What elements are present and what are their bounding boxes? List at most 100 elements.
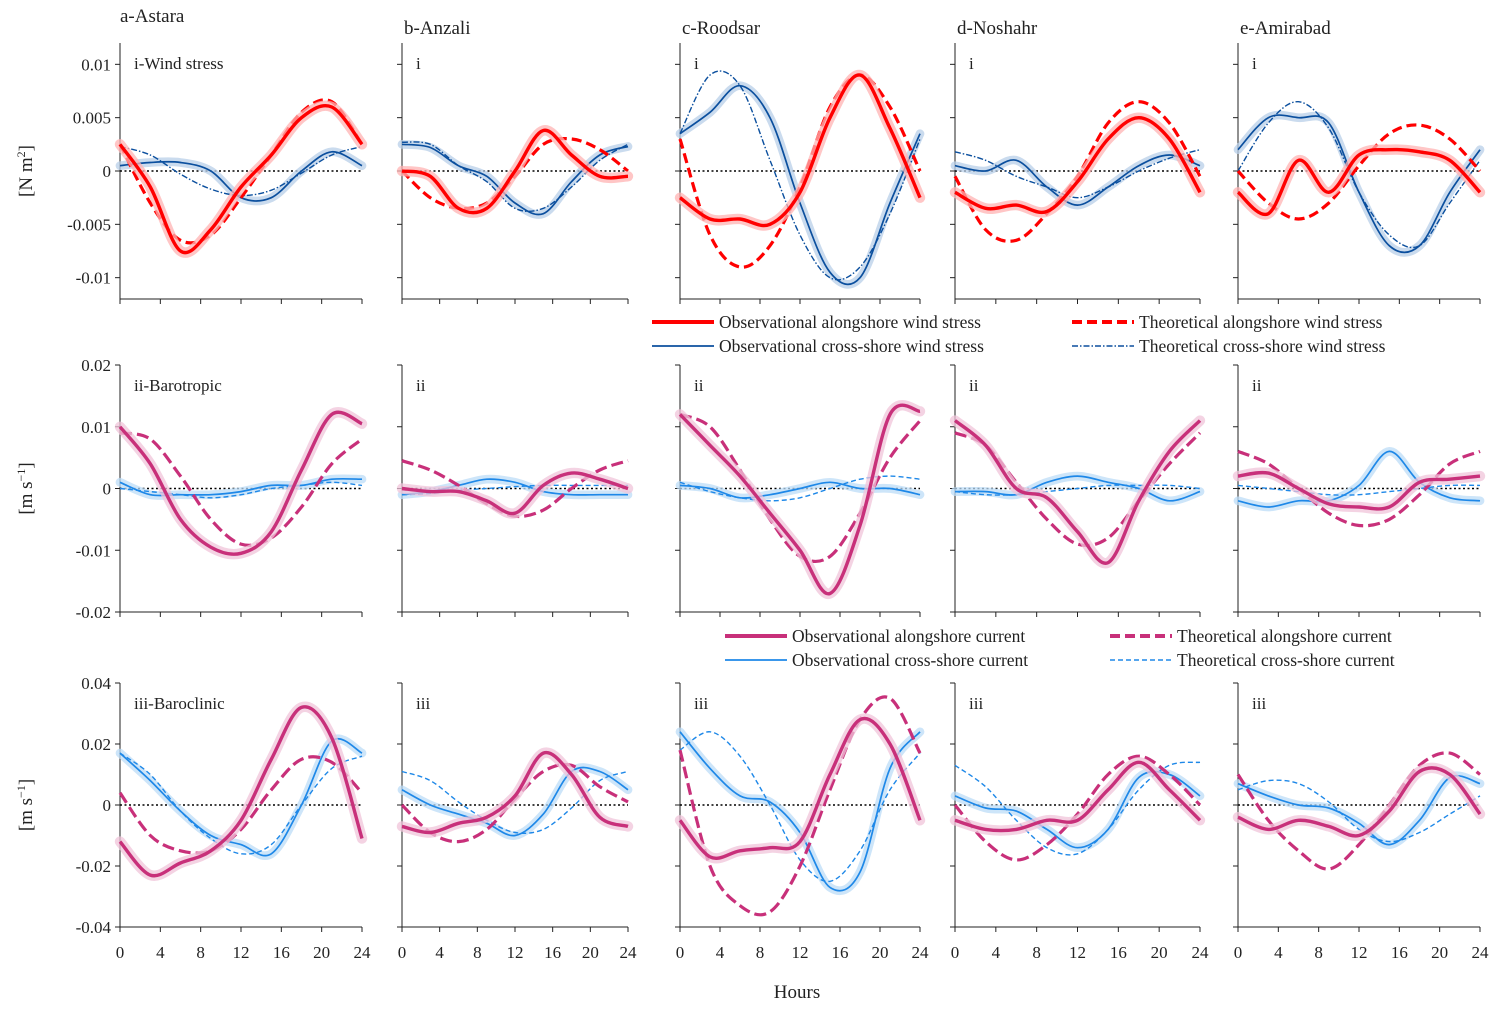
x-tick-label: 4 [435, 943, 444, 962]
panel-a-astara-wind-stress: 0.01 0.005 0 -0.005 -0.01 i-Wind stress [67, 43, 368, 304]
series-line-theo-cross [954, 484, 1201, 496]
station-title-d-noshahr: d-Noshahr [957, 18, 1038, 39]
legend-label-theo-cross: Theoretical cross-shore current [1177, 650, 1395, 670]
panel-d-noshahr-baroclinic: 0 4 8 12 16 20 24 iii [949, 682, 1209, 962]
x-tick-label: 20 [582, 943, 599, 962]
panel-label: i [694, 54, 699, 73]
y-tick-label: 0.005 [73, 109, 111, 128]
legend-label-obs-along: Observational alongshore current [792, 626, 1025, 646]
x-tick-label: 12 [233, 943, 250, 962]
station-title-e-amirabad: e-Amirabad [1240, 18, 1331, 39]
x-axis-title: Hours [774, 982, 820, 1003]
series-line-theo-along [678, 73, 922, 269]
series-line-obs-cross [1237, 774, 1481, 846]
panel-d-noshahr-wind-stress: i [949, 43, 1206, 304]
x-tick-label: 20 [872, 943, 889, 962]
series-line-theo-cross [954, 761, 1201, 856]
series-line-theo-cross [679, 475, 921, 502]
series-line-obs-along [401, 128, 629, 215]
x-tick-label: 12 [1351, 943, 1368, 962]
x-tick-label: 8 [196, 943, 205, 962]
series-line-obs-cross [1237, 450, 1481, 508]
y-axis-title-superscript: −1 [14, 785, 28, 798]
y-tick-label: 0 [103, 796, 112, 815]
x-tick-label: 12 [792, 943, 809, 962]
series-band-obs-along [114, 100, 368, 258]
series-line-obs-along [1236, 147, 1482, 217]
panel-c-roodsar-baroclinic: 0 4 8 12 16 20 24 iii [674, 682, 930, 962]
y-axis-title-barotropic: [m s−1] [14, 462, 37, 514]
x-tick-label: 24 [354, 943, 372, 962]
series-line-theo-along [678, 695, 922, 917]
x-tick-label: 4 [1274, 943, 1283, 962]
legend-wind-stress: Observational alongshore wind stress Theo… [652, 312, 1386, 356]
x-tick-label: 24 [620, 943, 638, 962]
series-line-theo-cross [1237, 100, 1481, 249]
legend-label-obs-along: Observational alongshore wind stress [719, 312, 981, 332]
series-line-obs-along [678, 73, 922, 228]
series-line-theo-cross [1237, 484, 1481, 496]
x-tick-label: 20 [1431, 943, 1448, 962]
y-axis-title-wind-stress: [N m2] [14, 145, 37, 197]
series-line-theo-cross [1237, 779, 1481, 843]
x-tick-label: 24 [912, 943, 930, 962]
x-tick-label: 12 [507, 943, 524, 962]
y-tick-label: -0.04 [76, 918, 112, 937]
y-axis-title-main: [N m [16, 157, 37, 197]
panel-label: ii [416, 376, 426, 395]
y-tick-label: 0.02 [81, 735, 111, 754]
x-tick-label: 4 [992, 943, 1001, 962]
x-tick-label: 16 [1110, 943, 1127, 962]
y-axis-title-end: ] [16, 779, 37, 785]
y-axis-title-superscript: 2 [14, 151, 28, 157]
y-axis-title-end: ] [16, 145, 37, 151]
series-line-obs-cross [954, 475, 1201, 502]
series-line-obs-along [1237, 470, 1481, 511]
series-line-obs-cross [401, 766, 629, 837]
panel-a-astara-baroclinic: 0.040.020-0.02-0.040 4 8 12 16 20 24iii-Barocl… [76, 674, 371, 962]
x-tick-label: 16 [273, 943, 290, 962]
legend-label-obs-cross: Observational cross-shore current [792, 650, 1028, 670]
series-line-theo-along [953, 754, 1202, 862]
panel-a-astara-barotropic: 0.02 0.01 0 -0.01 -0.02 ii-Barotropic [76, 356, 368, 622]
series-line-obs-cross [679, 84, 921, 286]
x-tick-label: 24 [1472, 943, 1490, 962]
station-title-b-anzali: b-Anzali [404, 18, 470, 39]
series-line-obs-cross [954, 154, 1201, 206]
x-tick-label: 0 [398, 943, 407, 962]
y-axis-title-end: ] [16, 462, 37, 468]
legend-label-theo-along: Theoretical alongshore current [1177, 626, 1392, 646]
x-tick-label: 4 [156, 943, 165, 962]
series-line-obs-cross [119, 477, 363, 497]
series-line-obs-cross [401, 143, 629, 216]
series-line-theo-cross [401, 770, 629, 834]
x-tick-label: 0 [116, 943, 125, 962]
panel-label: ii [1252, 376, 1262, 395]
series-line-obs-along [401, 471, 629, 516]
series-line-obs-along [954, 760, 1202, 833]
series-line-obs-along [118, 103, 364, 255]
y-tick-label: 0 [103, 480, 112, 499]
series-line-theo-cross [679, 70, 921, 281]
legend-barotropic: Observational alongshore current Theoreti… [725, 626, 1395, 670]
panel-label: ii [694, 376, 704, 395]
series-line-theo-along [954, 431, 1202, 548]
y-tick-label: 0.01 [81, 55, 111, 74]
panel-label: ii [969, 376, 979, 395]
panel-label: i [1252, 54, 1257, 73]
series-line-theo-cross [119, 752, 363, 855]
x-tick-label: 0 [951, 943, 960, 962]
series-line-theo-cross [119, 481, 363, 499]
series-line-obs-along [678, 403, 921, 596]
x-tick-label: 0 [1234, 943, 1243, 962]
series-line-obs-along [1237, 766, 1482, 838]
panel-label: iii [969, 694, 983, 713]
series-line-obs-along [678, 716, 922, 860]
station-title-a-astara: a-Astara [120, 6, 185, 27]
x-tick-label: 4 [716, 943, 725, 962]
x-tick-label: 8 [1032, 943, 1041, 962]
x-tick-label: 16 [544, 943, 561, 962]
panel-label: iii-Baroclinic [134, 694, 225, 713]
x-tick-label: 0 [676, 943, 685, 962]
x-tick-label: 20 [313, 943, 330, 962]
